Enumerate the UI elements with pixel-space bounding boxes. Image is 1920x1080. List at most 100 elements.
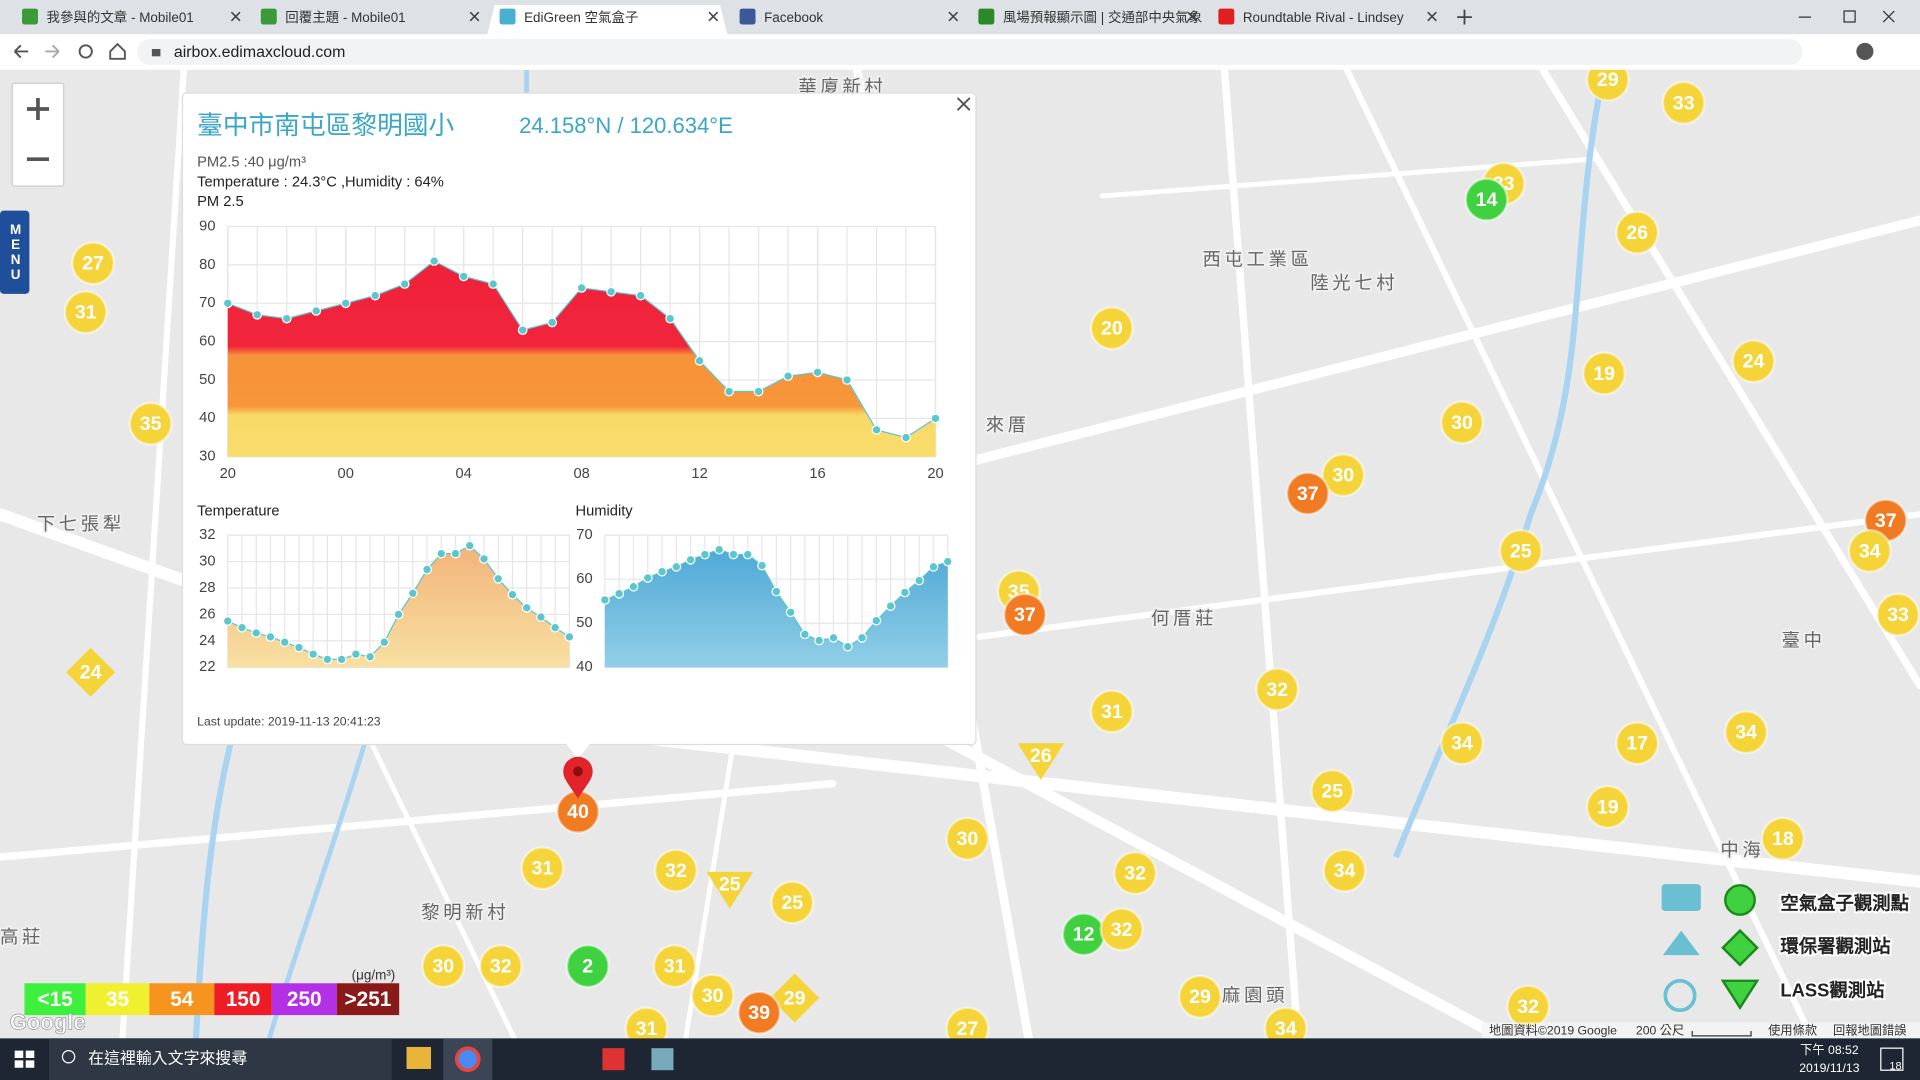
tab-close[interactable]: [230, 11, 241, 22]
data-point[interactable]: [488, 279, 499, 289]
tab-close[interactable]: [469, 11, 480, 22]
data-point[interactable]: [252, 309, 263, 320]
station-marker[interactable]: 30: [945, 816, 990, 861]
data-point[interactable]: [914, 575, 925, 586]
station-marker[interactable]: 27: [71, 241, 116, 286]
tab-title[interactable]: 回覆主題 - Mobile01: [285, 10, 405, 25]
popup-close[interactable]: [956, 97, 971, 111]
station-marker[interactable]: 32: [1099, 907, 1144, 952]
data-point[interactable]: [370, 290, 381, 301]
station-marker[interactable]: 24: [1731, 339, 1776, 384]
data-point[interactable]: [857, 632, 867, 643]
data-point[interactable]: [753, 386, 764, 397]
station-marker[interactable]: 32: [1255, 667, 1300, 712]
data-point[interactable]: [336, 654, 347, 665]
zoom-in[interactable]: [26, 97, 49, 120]
data-point[interactable]: [322, 654, 333, 665]
tab-title[interactable]: Facebook: [764, 10, 823, 25]
data-point[interactable]: [614, 588, 625, 599]
station-marker[interactable]: 26: [1615, 210, 1660, 255]
data-point[interactable]: [399, 279, 410, 289]
data-point[interactable]: [379, 637, 390, 648]
reload-button[interactable]: [78, 44, 93, 59]
station-marker[interactable]: 32: [1113, 851, 1158, 896]
data-point[interactable]: [900, 587, 910, 598]
data-point[interactable]: [606, 286, 617, 297]
search-placeholder[interactable]: 在這裡輸入文字來搜尋: [88, 1048, 247, 1067]
app-explorer[interactable]: [406, 1046, 432, 1069]
data-point[interactable]: [724, 386, 734, 397]
data-point[interactable]: [665, 313, 675, 324]
station-marker[interactable]: 30: [421, 944, 466, 989]
data-point[interactable]: [308, 649, 319, 660]
home-button[interactable]: [109, 42, 126, 60]
station-marker[interactable]: 25: [1498, 528, 1543, 574]
data-point[interactable]: [728, 549, 739, 560]
back-button[interactable]: [14, 44, 29, 59]
station-marker[interactable]: 25: [770, 880, 815, 925]
station-marker[interactable]: 34: [1440, 721, 1485, 766]
station-marker[interactable]: 34: [1322, 848, 1367, 893]
notification-center[interactable]: [1880, 1047, 1904, 1071]
data-point[interactable]: [842, 375, 852, 385]
menu-label[interactable]: MENU: [8, 222, 23, 282]
menu-button[interactable]: [0, 210, 30, 294]
station-marker[interactable]: 30: [1440, 400, 1485, 445]
data-point[interactable]: [479, 554, 489, 564]
station-marker[interactable]: 32: [478, 944, 523, 989]
station-marker[interactable]: 33: [1661, 80, 1706, 125]
tab-close[interactable]: [1187, 11, 1197, 22]
data-point[interactable]: [265, 632, 276, 642]
data-point[interactable]: [422, 564, 432, 575]
data-point[interactable]: [783, 371, 793, 382]
station-marker[interactable]: 37: [1002, 592, 1047, 637]
tab-title[interactable]: 我參與的文章 - Mobile01: [47, 9, 194, 25]
station-marker[interactable]: 25: [1310, 768, 1355, 814]
data-point[interactable]: [436, 548, 447, 559]
data-point[interactable]: [222, 298, 233, 309]
data-point[interactable]: [294, 642, 304, 653]
data-point[interactable]: [771, 586, 782, 597]
data-point[interactable]: [812, 367, 823, 378]
data-point[interactable]: [407, 588, 418, 599]
forward-button[interactable]: [45, 44, 60, 59]
data-point[interactable]: [635, 290, 646, 301]
station-marker[interactable]: 2: [565, 944, 610, 989]
data-point[interactable]: [871, 424, 882, 435]
data-point[interactable]: [279, 637, 290, 648]
data-point[interactable]: [742, 549, 753, 560]
new-tab[interactable]: [1457, 9, 1472, 25]
data-point[interactable]: [928, 561, 939, 572]
data-point[interactable]: [458, 271, 469, 282]
station-marker[interactable]: 31: [520, 846, 565, 891]
station-marker[interactable]: 24: [66, 647, 116, 697]
station-marker[interactable]: 12: [1061, 912, 1106, 957]
station-marker[interactable]: 33: [1875, 592, 1920, 637]
data-point[interactable]: [642, 572, 653, 583]
station-marker[interactable]: 29: [1177, 974, 1223, 1019]
data-point[interactable]: [507, 589, 518, 600]
data-point[interactable]: [628, 581, 639, 592]
data-point[interactable]: [871, 615, 882, 626]
station-marker[interactable]: 20: [1089, 306, 1134, 351]
app-chrome[interactable]: [454, 1046, 481, 1073]
data-point[interactable]: [450, 548, 461, 559]
data-point[interactable]: [942, 556, 953, 567]
data-point[interactable]: [930, 413, 941, 424]
station-marker[interactable]: 39: [737, 990, 782, 1035]
station-marker[interactable]: 37: [1285, 471, 1330, 516]
data-point[interactable]: [550, 622, 561, 633]
data-point[interactable]: [700, 549, 710, 560]
station-marker[interactable]: 31: [63, 290, 108, 335]
active-tab[interactable]: [487, 4, 728, 35]
data-point[interactable]: [564, 632, 575, 642]
tab-close[interactable]: [708, 11, 719, 22]
data-point[interactable]: [685, 554, 696, 565]
terms-link[interactable]: 使用條款: [1768, 1022, 1817, 1037]
station-marker[interactable]: 26: [1017, 743, 1065, 780]
data-point[interactable]: [814, 635, 825, 646]
data-point[interactable]: [464, 540, 475, 551]
station-marker[interactable]: 34: [1847, 528, 1892, 574]
data-point[interactable]: [714, 544, 725, 555]
data-point[interactable]: [237, 622, 247, 633]
